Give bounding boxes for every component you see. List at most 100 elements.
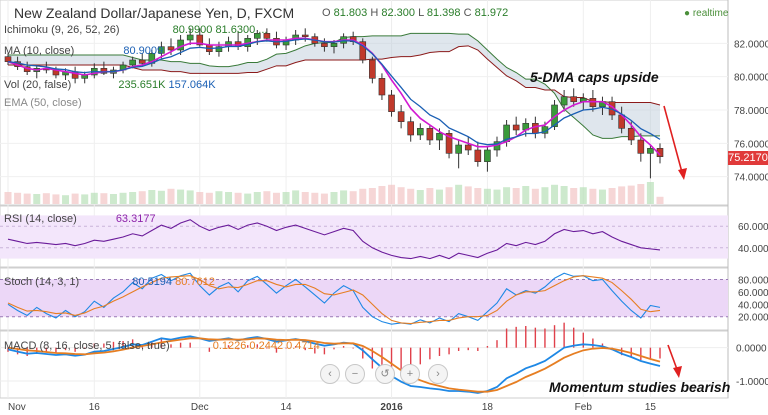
volume-bar [637, 184, 645, 204]
candle-body [627, 128, 635, 141]
stoch-tick-label: 20.0000 [738, 313, 768, 324]
rsi-line [7, 219, 661, 260]
volume-bar [541, 187, 549, 204]
price-tick-label: 80.0000 [734, 73, 768, 84]
scroll-left-button[interactable]: ‹ [320, 364, 340, 384]
candle-body [570, 96, 578, 102]
rsi-legend[interactable]: RSI (14, close) 63.3177 [4, 213, 156, 225]
volume-bar [474, 188, 482, 204]
volume-bar [426, 188, 434, 204]
volume-bar [282, 192, 290, 204]
scroll-right-button[interactable]: › [428, 364, 448, 384]
rsi-tick-label: 40.0000 [738, 244, 768, 255]
price-tick-label: 78.0000 [734, 106, 768, 117]
ohlc-c-label: C [463, 7, 472, 19]
macd-pane[interactable] [0, 322, 728, 394]
stoch-tick-label: 40.0000 [738, 300, 768, 311]
candle-body [330, 43, 338, 47]
candle-body [4, 56, 12, 62]
reset-button[interactable]: ↺ [375, 364, 395, 384]
volume-bar [244, 193, 252, 204]
volume-bar [292, 190, 300, 204]
ema-legend[interactable]: EMA (50, close) [4, 97, 82, 109]
stoch-legend[interactable]: Stoch (14, 3, 1) 80.5194 80.7612 [4, 276, 215, 288]
price-pane[interactable] [4, 28, 688, 204]
volume-bar [52, 194, 60, 204]
macd-legend[interactable]: MACD (8, 16, close, 5, false, true) 0.12… [4, 340, 320, 352]
volume-bar [205, 192, 213, 204]
price-tick-label: 76.0000 [734, 139, 768, 150]
candle-body [167, 46, 175, 51]
volume-bar [570, 188, 578, 204]
candle-body [100, 68, 108, 74]
volume-bar [388, 184, 396, 204]
macd-tick-label: -1.0000 [736, 377, 768, 388]
ma-value: 80.9009 [123, 45, 164, 57]
volume-bar [129, 192, 137, 204]
vol-value-2: 157.064K [168, 79, 216, 91]
bearish-arrowhead-price [678, 168, 687, 180]
stoch-label: Stoch (14, 3, 1) [4, 276, 80, 288]
volume-bar [464, 186, 472, 204]
ohlc-o-label: O [322, 7, 331, 19]
rsi-tick-label: 60.0000 [738, 222, 768, 233]
volume-bar [455, 184, 463, 204]
candle-body [436, 133, 443, 141]
volume-bar [445, 187, 453, 204]
volume-bar [138, 191, 146, 204]
candle-body [196, 34, 204, 46]
candle-body [455, 144, 462, 154]
zoom-out-button[interactable]: − [345, 364, 365, 384]
candle-body [474, 149, 482, 162]
annotation-dma: 5-DMA caps upside [530, 69, 659, 85]
ema-label: EMA (50, close) [4, 97, 82, 109]
volume-bar [90, 192, 98, 204]
candle-body [138, 59, 146, 64]
candle-body [321, 43, 328, 47]
volume-bar [560, 186, 568, 204]
annotation-momentum: Momentum studies bearish [549, 379, 731, 395]
stoch-d-line [7, 275, 661, 325]
volume-bar [14, 192, 22, 204]
volume-bar [368, 188, 376, 204]
volume-bar [407, 188, 415, 204]
volume-bar [359, 188, 367, 204]
candle-body [359, 41, 367, 61]
ichimoku-span-b [8, 45, 661, 106]
volume-bar [483, 188, 491, 204]
candle-body [484, 149, 491, 162]
volume-bar [579, 187, 587, 204]
rsi-value: 63.3177 [115, 213, 156, 225]
candle-body [416, 128, 424, 136]
ma-legend[interactable]: MA (10, close) 80.9009 [4, 45, 163, 57]
vol-value-1: 235.651K [118, 79, 166, 91]
ema-line [7, 38, 661, 146]
volume-bar [81, 194, 89, 204]
x-tick-label: 18 [482, 402, 494, 413]
stoch-d-value: 80.7612 [175, 276, 215, 288]
volume-bar [272, 192, 280, 204]
volume-bar [512, 188, 520, 204]
candle-body [301, 34, 309, 37]
x-tick-label: Nov [8, 402, 26, 413]
stoch-pane[interactable] [0, 272, 728, 325]
volume-bar [71, 193, 79, 204]
volume-bar [330, 192, 338, 204]
candle-body [637, 139, 645, 154]
ichimoku-values: 80.9900 81.6300 ... [172, 24, 268, 36]
volume-bar [33, 194, 41, 204]
zoom-in-button[interactable]: + [400, 364, 420, 384]
volume-bar [148, 190, 156, 204]
volume-bar [301, 192, 309, 204]
volume-bar [503, 187, 511, 204]
ohlc-l-label: L [418, 7, 424, 19]
ichimoku-legend[interactable]: Ichimoku (9, 26, 52, 26) 80.9900 81.6300… [4, 24, 267, 36]
volume-bar [196, 192, 204, 204]
candle-body [263, 33, 271, 39]
volume-bar [42, 193, 50, 204]
vol-legend[interactable]: Vol (20, false) 235.651K 157.064K [4, 79, 216, 91]
rsi-pane[interactable] [0, 215, 728, 260]
chart-title: New Zealand Dollar/Japanese Yen, D, FXCM [14, 5, 295, 21]
x-tick-label: 14 [280, 402, 292, 413]
